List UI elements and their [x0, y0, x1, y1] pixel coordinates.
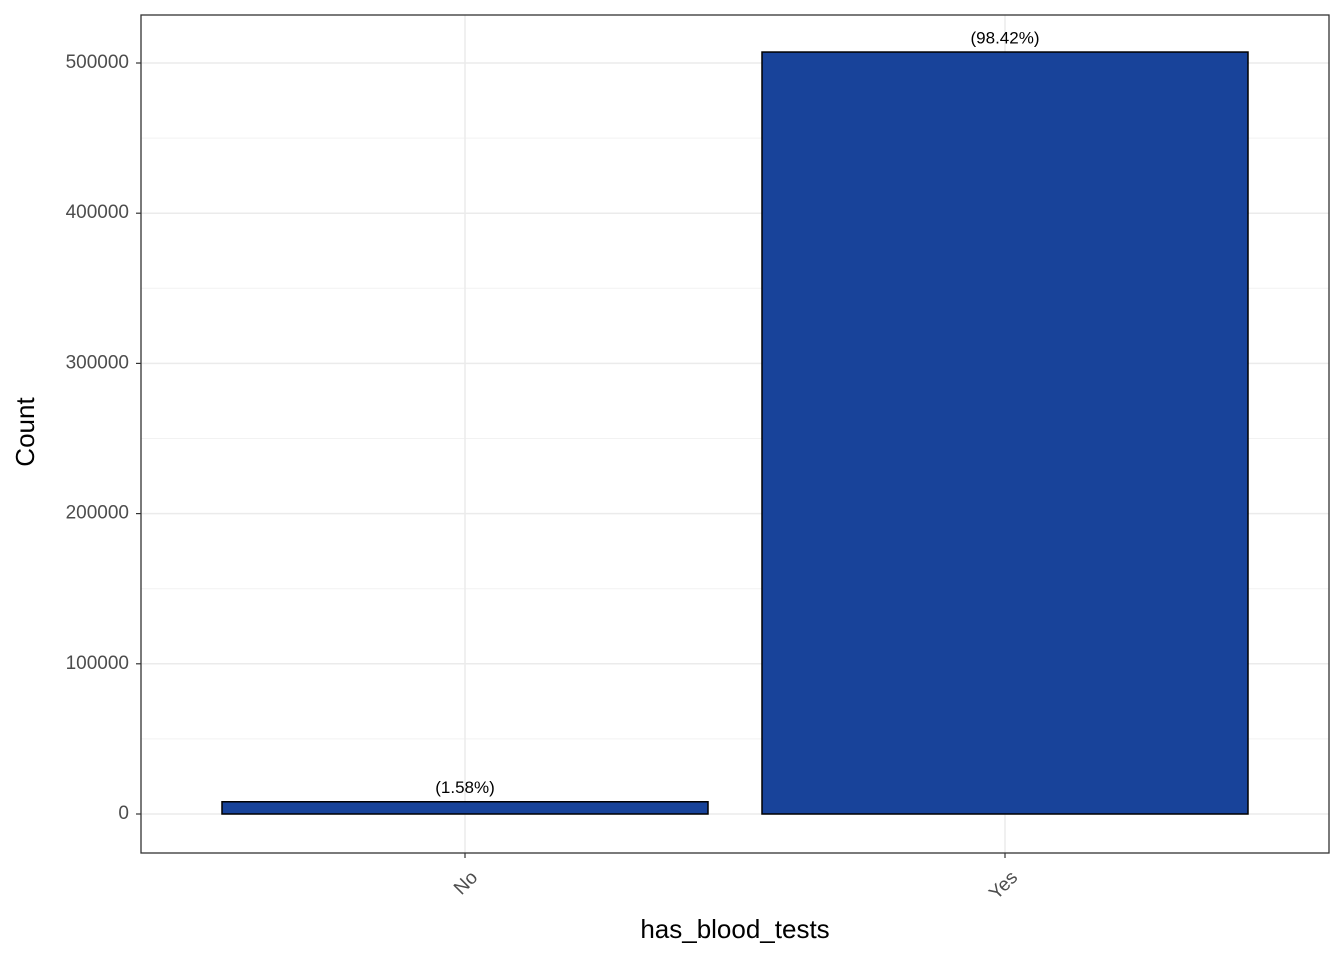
bar — [221, 801, 709, 815]
y-tick-label: 300000 — [66, 352, 129, 373]
y-tick-label: 100000 — [66, 653, 129, 674]
y-tick-label: 400000 — [66, 202, 129, 223]
bar — [761, 51, 1249, 815]
panel-border — [140, 14, 1330, 854]
bar-annotation: (98.42%) — [971, 29, 1040, 48]
y-axis-title: Count — [10, 397, 40, 467]
y-tick-label: 200000 — [66, 503, 129, 524]
y-tick-label: 500000 — [66, 52, 129, 73]
y-tick-label: 0 — [118, 803, 129, 824]
bar-annotation: (1.58%) — [435, 778, 495, 797]
x-axis-title: has_blood_tests — [640, 914, 829, 944]
